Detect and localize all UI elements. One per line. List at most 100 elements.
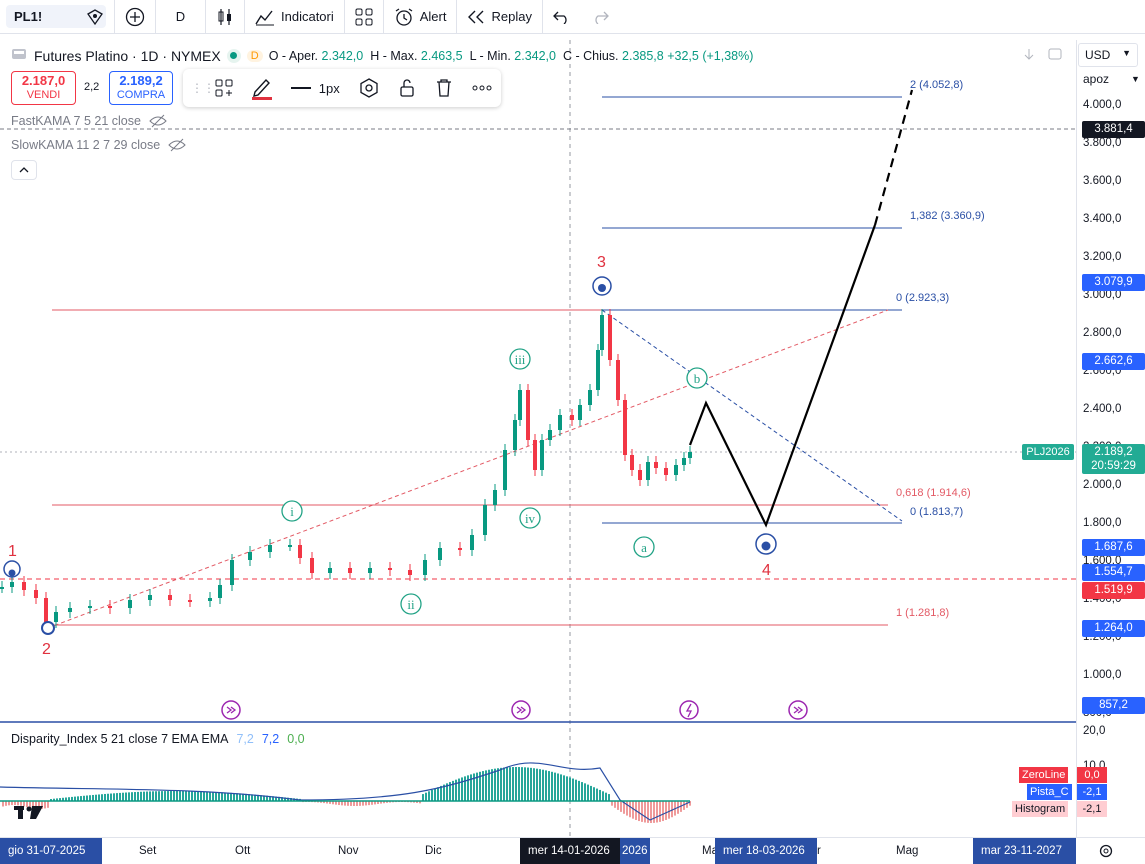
histogram-bar	[686, 801, 688, 808]
histogram-bar	[242, 793, 244, 801]
histogram-bar	[140, 791, 142, 801]
eye-hidden-icon	[149, 114, 167, 128]
histogram-bar	[248, 794, 250, 801]
settings-gear-icon[interactable]	[1098, 843, 1114, 862]
histogram-bar	[239, 793, 241, 801]
candle-body	[608, 315, 612, 360]
histogram-bar	[452, 780, 454, 801]
eye-hidden-icon	[168, 138, 186, 152]
time-tick-mag: Mag	[896, 845, 919, 857]
layouts-button[interactable]	[345, 0, 384, 34]
histogram-bar	[14, 801, 16, 806]
histogram-bar	[68, 797, 70, 801]
histogram-bar	[458, 778, 460, 801]
main-chart[interactable]: 2 (4.052,8) 1,382 (3.360,9) 0 (2.923,3) …	[0, 40, 1076, 837]
histogram-bar	[92, 794, 94, 801]
alert-button[interactable]: Alert	[384, 0, 458, 34]
histogram-bar	[380, 801, 382, 804]
line-width-button[interactable]: 1px	[281, 69, 351, 107]
histogram-bar	[443, 784, 445, 801]
wave-label-1: 1	[8, 543, 17, 560]
candle-body	[674, 465, 678, 475]
histogram-bar	[62, 797, 64, 801]
histogram-bar	[653, 801, 655, 823]
buy-button[interactable]: 2.189,2 COMPRA	[109, 71, 173, 105]
collapse-legend-button[interactable]	[11, 160, 37, 180]
sell-label: VENDI	[26, 89, 61, 101]
interval-button[interactable]: D	[156, 0, 206, 34]
currency-selector[interactable]: USD ▼	[1078, 43, 1138, 67]
tag-3881: 3.881,4	[1082, 121, 1145, 138]
replay-button[interactable]: Replay	[457, 0, 543, 34]
indicators-button[interactable]: Indicatori	[245, 0, 345, 34]
histogram-bar	[623, 801, 625, 814]
color-button[interactable]	[243, 69, 281, 107]
disparity-legend[interactable]: Disparity_Index 5 21 close 7 EMA EMA 7,2…	[11, 732, 305, 746]
delete-button[interactable]	[426, 69, 464, 107]
lock-button[interactable]	[388, 69, 426, 107]
histogram-bar	[17, 801, 19, 806]
histogram-bar	[557, 773, 559, 801]
line-width-label: 1px	[318, 80, 340, 96]
candle-body	[483, 505, 487, 535]
histogram-bar	[497, 768, 499, 801]
histogram-bar	[146, 791, 148, 801]
ohlc-readout: O - Aper. 2.342,0 H - Max. 2.463,5 L - M…	[268, 48, 754, 63]
candle-body	[630, 455, 634, 470]
histogram-bar	[491, 769, 493, 801]
histogram-bar	[149, 791, 151, 801]
symbol-legend[interactable]: Futures Platino · 1D · NYMEX D O - Aper.…	[10, 47, 753, 64]
time-tick-dic: Dic	[425, 845, 442, 857]
histogram-bar	[554, 772, 556, 801]
histogram-bar	[602, 791, 604, 801]
price-tick: 3.200,0	[1083, 251, 1122, 263]
histogram-bar	[671, 801, 673, 818]
symbol-price-tag: PLJ2026	[1022, 444, 1074, 460]
histogram-bar	[383, 801, 385, 804]
histogram-bar	[386, 801, 388, 803]
fastkama-label: FastKAMA 7 5 21 close	[11, 114, 141, 128]
undo-button[interactable]	[543, 0, 581, 34]
trend-line-red	[47, 309, 889, 629]
histogram-bar	[359, 801, 361, 806]
more-button[interactable]	[463, 69, 501, 107]
price-tick: 2.000,0	[1083, 479, 1122, 491]
price-axis[interactable]: USD ▼ apoz ▼ 4.000,0 3.800,0 3.600,0 3.400,0…	[1076, 40, 1145, 837]
wave-marker-a	[633, 536, 655, 558]
histogram-bar	[212, 791, 214, 801]
candle-body	[600, 315, 604, 350]
sell-button[interactable]: 2.187,0 VENDI	[11, 71, 76, 105]
histogram-bar	[329, 801, 331, 804]
drag-handle-icon[interactable]: ⋮⋮	[191, 81, 215, 95]
fastkama-legend[interactable]: FastKAMA 7 5 21 close	[11, 114, 167, 128]
chart-type-button[interactable]	[206, 0, 245, 34]
arrow-down-icon[interactable]	[1022, 47, 1036, 66]
histogram-bar	[527, 767, 529, 801]
histogram-bar	[446, 783, 448, 801]
histogram-bar	[26, 801, 28, 808]
disparity-label: Disparity_Index 5 21 close 7 EMA EMA	[11, 732, 229, 746]
symbol-search[interactable]: PL1!	[6, 5, 106, 28]
histogram-bar	[218, 792, 220, 801]
histogram-group	[2, 767, 691, 823]
redo-button[interactable]	[581, 0, 619, 34]
pista-tag-value: -2,1	[1077, 784, 1107, 800]
maximize-icon[interactable]	[1048, 47, 1062, 66]
histogram-bar	[32, 801, 34, 809]
time-axis[interactable]: gio 31-07-2025 Set Ott Nov Dic mer 14-01…	[0, 837, 1145, 864]
histogram-bar	[530, 767, 532, 801]
templates-button[interactable]	[205, 69, 243, 107]
histogram-bar	[77, 796, 79, 801]
candle-body	[34, 590, 38, 598]
slowkama-legend[interactable]: SlowKAMA 11 2 7 29 close	[11, 138, 186, 152]
compare-icon[interactable]	[86, 8, 104, 26]
add-symbol-button[interactable]	[115, 0, 156, 34]
histogram-bar	[476, 772, 478, 801]
histogram-bar	[71, 796, 73, 801]
histogram-bar	[419, 801, 421, 804]
histogram-bar	[389, 801, 391, 803]
histogram-bar	[422, 794, 424, 801]
scale-mode[interactable]: apoz	[1083, 72, 1110, 86]
candle-body	[493, 490, 497, 505]
settings-button[interactable]	[350, 69, 388, 107]
